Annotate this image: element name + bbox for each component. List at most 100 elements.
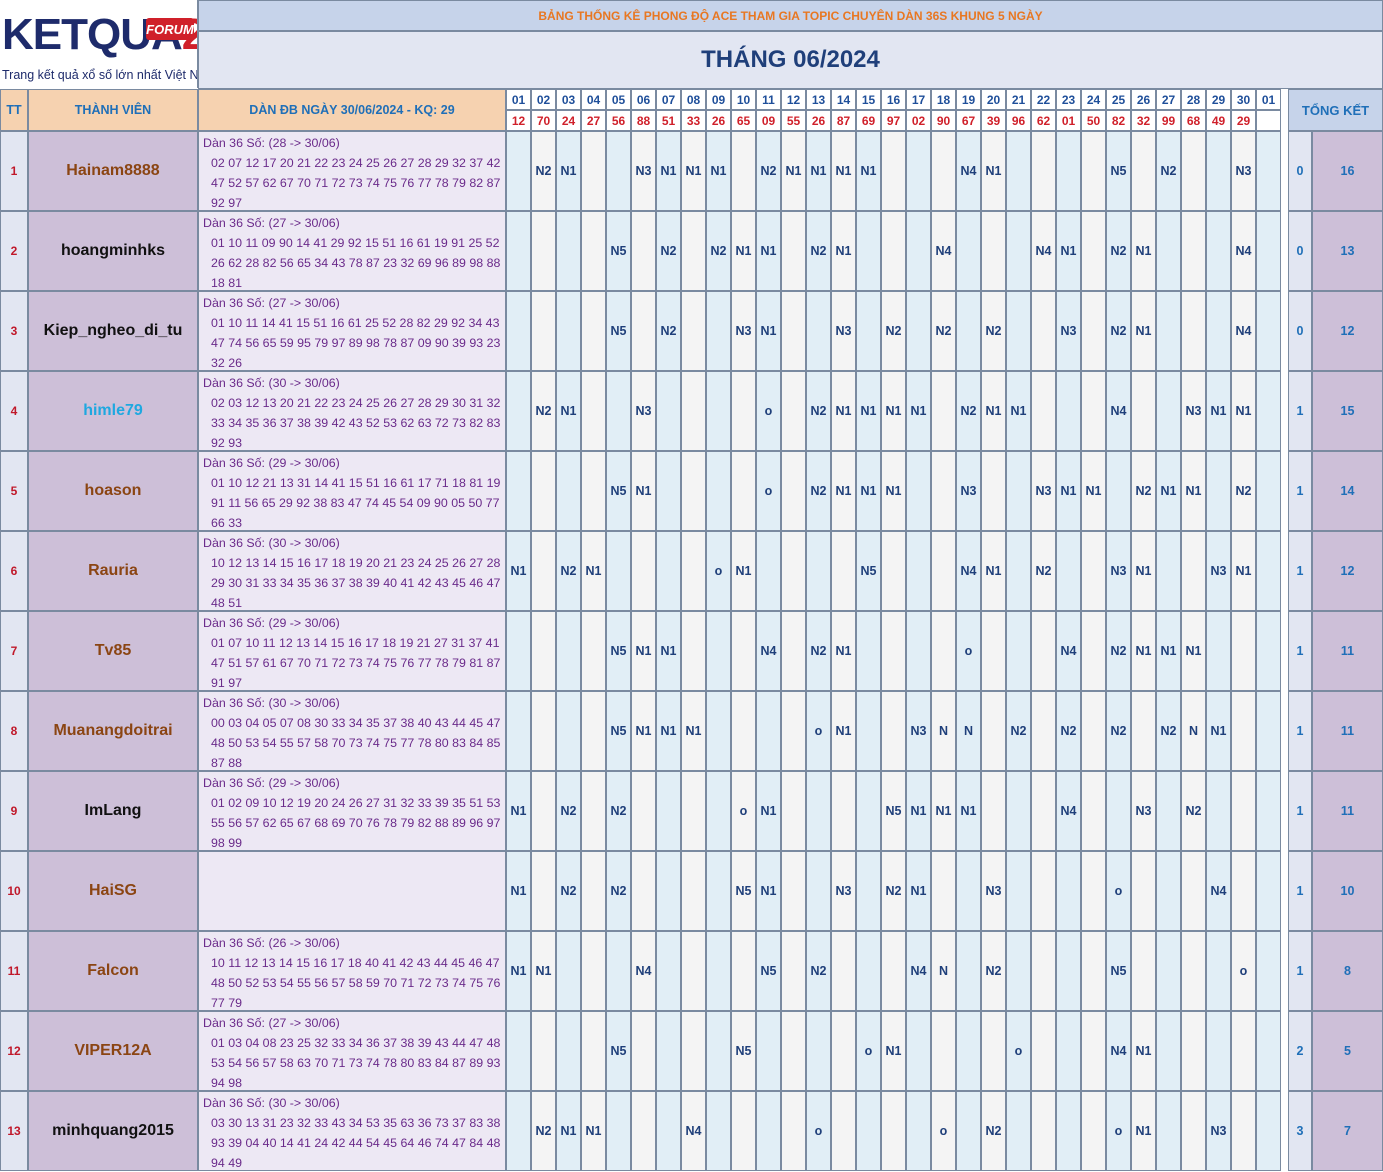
member-name[interactable]: Falcon xyxy=(28,931,198,1011)
member-name[interactable]: hoangminhks xyxy=(28,211,198,291)
ketqua2-logo[interactable]: KETQUA2 FORUM Trang kết quả xổ số lớn nh… xyxy=(0,0,198,88)
dan-line: 48 51 xyxy=(211,596,243,610)
dan-line: 02 03 12 13 20 21 22 23 24 25 26 27 28 2… xyxy=(211,396,501,410)
total-hits: 5 xyxy=(1312,1011,1383,1091)
hit-cell: N1 xyxy=(856,451,881,531)
hit-cell: N4 xyxy=(1231,291,1256,371)
member-name[interactable]: Kiep_ngheo_di_tu xyxy=(28,291,198,371)
member-name[interactable]: HaiSG xyxy=(28,851,198,931)
hit-cell: N1 xyxy=(1156,451,1181,531)
hit-cell: N4 xyxy=(1206,851,1231,931)
member-name[interactable]: Hainam8888 xyxy=(28,131,198,211)
hit-cell xyxy=(506,211,531,291)
hit-cell xyxy=(806,531,831,611)
hit-cell xyxy=(1081,691,1106,771)
result-cell: 50 xyxy=(1081,110,1106,131)
member-name[interactable]: hoason xyxy=(28,451,198,531)
hit-cell: N2 xyxy=(656,211,681,291)
hit-cell xyxy=(931,611,956,691)
hit-cell xyxy=(956,1011,981,1091)
hit-cell xyxy=(706,291,731,371)
hit-cell xyxy=(1156,291,1181,371)
hit-cell xyxy=(781,291,806,371)
day-header: 01 xyxy=(506,89,531,110)
hit-cell xyxy=(1206,291,1231,371)
hit-cell xyxy=(1256,291,1281,371)
member-name[interactable]: Muanangdoitrai xyxy=(28,691,198,771)
hit-cell xyxy=(1156,851,1181,931)
hit-cell xyxy=(706,451,731,531)
hit-cell: N1 xyxy=(656,691,681,771)
hit-cell: N2 xyxy=(1106,291,1131,371)
hit-cell: N1 xyxy=(1006,371,1031,451)
hit-cell xyxy=(1256,851,1281,931)
hit-cell: N5 xyxy=(856,531,881,611)
hit-cell xyxy=(1081,531,1106,611)
member-name[interactable]: ImLang xyxy=(28,771,198,851)
hit-cell: N2 xyxy=(1006,691,1031,771)
hit-cell xyxy=(781,611,806,691)
hit-cell: N1 xyxy=(1156,611,1181,691)
member-name[interactable]: himle79 xyxy=(28,371,198,451)
hit-cell xyxy=(1081,931,1106,1011)
hit-cell: o xyxy=(1231,931,1256,1011)
hit-cell: N1 xyxy=(1206,691,1231,771)
hit-cell xyxy=(681,1011,706,1091)
hit-cell xyxy=(831,1011,856,1091)
hit-cell xyxy=(1256,131,1281,211)
hit-cell: N xyxy=(931,691,956,771)
hit-cell xyxy=(981,611,1006,691)
day-header: 12 xyxy=(781,89,806,110)
day-header: 19 xyxy=(956,89,981,110)
day-header: 04 xyxy=(581,89,606,110)
hit-cell xyxy=(731,931,756,1011)
hit-cell xyxy=(706,931,731,1011)
hit-cell xyxy=(706,371,731,451)
hit-cell xyxy=(981,771,1006,851)
hit-cell xyxy=(531,211,556,291)
total-misses: 3 xyxy=(1288,1091,1312,1171)
total-hits: 12 xyxy=(1312,531,1383,611)
hit-cell: N4 xyxy=(1056,611,1081,691)
result-cell: 32 xyxy=(1131,110,1156,131)
hit-cell: N3 xyxy=(1206,531,1231,611)
hit-cell xyxy=(581,371,606,451)
hit-cell: N4 xyxy=(681,1091,706,1171)
dan-numbers xyxy=(198,851,506,931)
hit-cell: N3 xyxy=(631,371,656,451)
hit-cell xyxy=(706,1011,731,1091)
member-name[interactable]: Tv85 xyxy=(28,611,198,691)
member-name[interactable]: VIPER12A xyxy=(28,1011,198,1091)
hit-cell xyxy=(1181,1011,1206,1091)
hit-cell: N5 xyxy=(606,451,631,531)
member-name[interactable]: Rauria xyxy=(28,531,198,611)
hit-cell: N1 xyxy=(1056,451,1081,531)
day-header: 03 xyxy=(556,89,581,110)
hit-cell xyxy=(1031,771,1056,851)
hit-cell xyxy=(831,531,856,611)
hit-cell xyxy=(756,1011,781,1091)
hit-cell: N1 xyxy=(781,131,806,211)
hit-cell xyxy=(756,691,781,771)
hit-cell xyxy=(1031,851,1056,931)
member-name[interactable]: minhquang2015 xyxy=(28,1091,198,1171)
hit-cell: N1 xyxy=(556,371,581,451)
hit-cell: N1 xyxy=(1131,1011,1156,1091)
hit-cell xyxy=(1106,451,1131,531)
hit-cell: N3 xyxy=(831,851,856,931)
hit-cell xyxy=(1031,611,1056,691)
result-cell: 56 xyxy=(606,110,631,131)
hit-cell xyxy=(656,1091,681,1171)
hit-cell xyxy=(556,451,581,531)
hit-cell: N1 xyxy=(1131,291,1156,371)
dan-numbers: Dàn 36 Số: (29 -> 30/06) 01 07 10 11 12 1… xyxy=(198,611,506,691)
dan-line: 94 49 xyxy=(211,1156,243,1170)
forum-badge: FORUM xyxy=(146,18,194,40)
hit-cell: N2 xyxy=(981,291,1006,371)
hit-cell xyxy=(1156,1011,1181,1091)
dan-title: Dàn 36 Số: (27 -> 30/06) xyxy=(203,1016,340,1030)
day-header: 08 xyxy=(681,89,706,110)
row-number: 1 xyxy=(0,131,28,211)
hit-cell: N3 xyxy=(1206,1091,1231,1171)
hit-cell: N3 xyxy=(981,851,1006,931)
